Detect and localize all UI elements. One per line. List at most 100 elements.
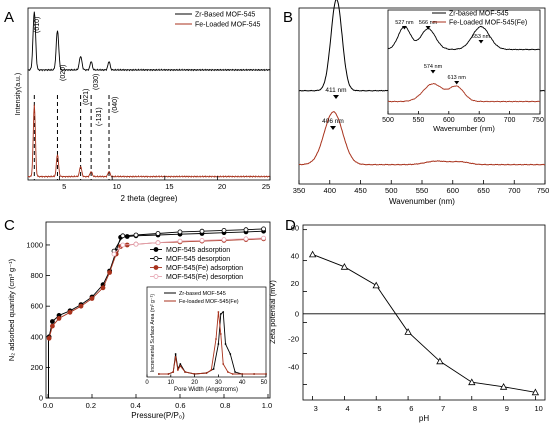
pore-point (241, 373, 244, 375)
panel-d-frame (302, 224, 546, 401)
legend-entry: Fe-loaded MOF-545(Fe) (179, 299, 239, 305)
zeta-point (436, 357, 444, 365)
panel-a-ticks (59, 176, 271, 180)
inset-tick-label: 10 (167, 380, 174, 386)
isotherm-point (243, 227, 249, 233)
pore-point (219, 313, 222, 315)
panel-b-legend: Zr-based MOF-545 Fe-Loaded MOF-545(Fe) (432, 11, 527, 27)
pore-point (224, 343, 227, 345)
isotherm-point (199, 228, 205, 234)
panel-d-tick-label: 0 (295, 310, 299, 319)
isotherm-point (120, 242, 126, 248)
pore-point (215, 338, 217, 340)
panel-c-tick-label: 0 (39, 394, 43, 403)
panel-b-tick-label: 750 (537, 186, 550, 195)
isotherm-point (100, 285, 106, 291)
pore-point (177, 369, 179, 371)
panel-b: 350 400 450 500 550 600 650 700 750 Wave… (293, 0, 550, 206)
panel-c-ytick-labels: 0 200 400 600 800 1000 (26, 240, 43, 402)
pore-point (174, 353, 177, 355)
panel-c-inset-ticks (146, 374, 267, 377)
legend-entry: Fe-Loaded MOF-545(Fe) (449, 20, 527, 27)
isotherm-point (177, 238, 183, 244)
zeta-point (372, 281, 380, 289)
inset-tick-label: 650 (473, 117, 485, 124)
isotherm-point (221, 227, 227, 233)
panel-b-inset-ticks (387, 111, 541, 114)
xrd-fe-mof-545-curve (27, 104, 271, 179)
panel-letter-d: D (285, 217, 296, 234)
panel-a-tick-labels: 5 10 15 20 25 (62, 182, 270, 191)
isotherm-point (155, 240, 161, 246)
isotherm-point (46, 335, 52, 341)
isotherm-point (261, 235, 267, 241)
peak-label: 406 nm (322, 118, 344, 125)
panel-d-tick-label: 5 (377, 404, 381, 413)
panel-b-ticks (298, 180, 546, 184)
pore-point (184, 371, 187, 373)
panel-a: 5 10 15 20 25 (010) (020) (021) (030) (-… (15, 7, 271, 203)
legend-entry: Zr-Based MOF-545 (195, 12, 255, 19)
isotherm-point (56, 315, 62, 321)
panel-c-tick-label: 600 (30, 302, 43, 311)
panel-c-tick-label: 800 (30, 271, 43, 280)
zeta-point (340, 262, 349, 270)
zeta-line (312, 253, 536, 393)
panel-d-curves (308, 250, 540, 396)
panel-d-ytick-labels: 60 40 20 0 -20 -40 (288, 224, 299, 372)
panel-c-tick-label: 0.6 (175, 401, 185, 410)
panel-c-legend: MOF-545 adsorption MOF-545 desorption MO… (150, 247, 243, 281)
pore-point (210, 369, 213, 371)
panel-a-tick-label: 5 (62, 182, 66, 191)
pore-point (234, 371, 237, 373)
panel-c-inset-ylabel: Incremental Surface Area (m² g⁻¹) (150, 294, 156, 373)
panel-a-tick-label: 10 (113, 182, 121, 191)
panel-b-tick-label: 650 (477, 186, 490, 195)
panel-b-tick-label: 600 (446, 186, 459, 195)
inset-peak-label: 566 nm (419, 20, 438, 26)
zeta-point (404, 328, 412, 335)
legend-marker (153, 265, 159, 270)
panel-c-tick-label: 0.4 (130, 401, 140, 410)
xrd-zr-mof-545-curve (27, 11, 271, 72)
panel-c-curves (46, 226, 267, 398)
inset-peak-label: 613 nm (448, 75, 467, 81)
panel-d-tick-label: 7 (441, 404, 445, 413)
panel-a-peak-labels: (010) (020) (021) (030) (-131) (040) (34, 17, 119, 126)
panel-c-xtick-labels: 0.0 0.2 0.4 0.6 0.8 1.0 (43, 401, 272, 410)
panel-d-tick-label: -40 (288, 362, 299, 371)
panel-d-tick-label: 20 (291, 279, 299, 288)
pore-point (219, 333, 222, 335)
pore-point (217, 311, 220, 313)
isotherm-point (133, 232, 139, 238)
isotherm-point (50, 323, 55, 329)
panel-c-tick-label: 0.2 (86, 401, 96, 410)
zeta-point (468, 378, 476, 386)
pore-point (179, 363, 182, 365)
panel-a-curves (27, 11, 271, 179)
panel-c-inset-curves (158, 311, 267, 375)
inset-peak-label: 653 nm (472, 34, 491, 40)
panel-c-xlabel: Pressure(P/P₀) (131, 411, 185, 420)
panel-c-inset-frame (146, 286, 267, 378)
isotherm-point (133, 241, 139, 247)
inset-zr-curve (387, 25, 541, 51)
pore-point (167, 373, 170, 375)
panel-c-tick-label: 200 (30, 363, 43, 372)
pore-point (253, 373, 256, 375)
panel-c-inset-tick-labels: 0 10 20 30 40 50 (145, 380, 268, 386)
panel-c: 0.0 0.2 0.4 0.6 0.8 1.0 0 200 400 600 80… (7, 221, 272, 420)
panel-d-ylabel: Zeta potential (mV) (268, 280, 277, 344)
inset-tick-label: 40 (239, 380, 246, 386)
peak-label: 411 nm (325, 87, 346, 94)
legend-entry: MOF-545 adsorption (166, 247, 230, 254)
panel-d-tick-label: 4 (346, 404, 350, 413)
panel-letter-a: A (4, 9, 14, 26)
panel-b-inset-tick-labels: 500 550 600 650 700 750 (382, 117, 544, 124)
pore-point (222, 311, 225, 313)
panel-c-inset-legend: Zr-based MOF-545 Fe-loaded MOF-545(Fe) (164, 291, 239, 305)
panel-d-tick-label: 60 (291, 224, 299, 233)
inset-tick-label: 30 (215, 380, 222, 386)
inset-fe-curve (387, 83, 541, 103)
